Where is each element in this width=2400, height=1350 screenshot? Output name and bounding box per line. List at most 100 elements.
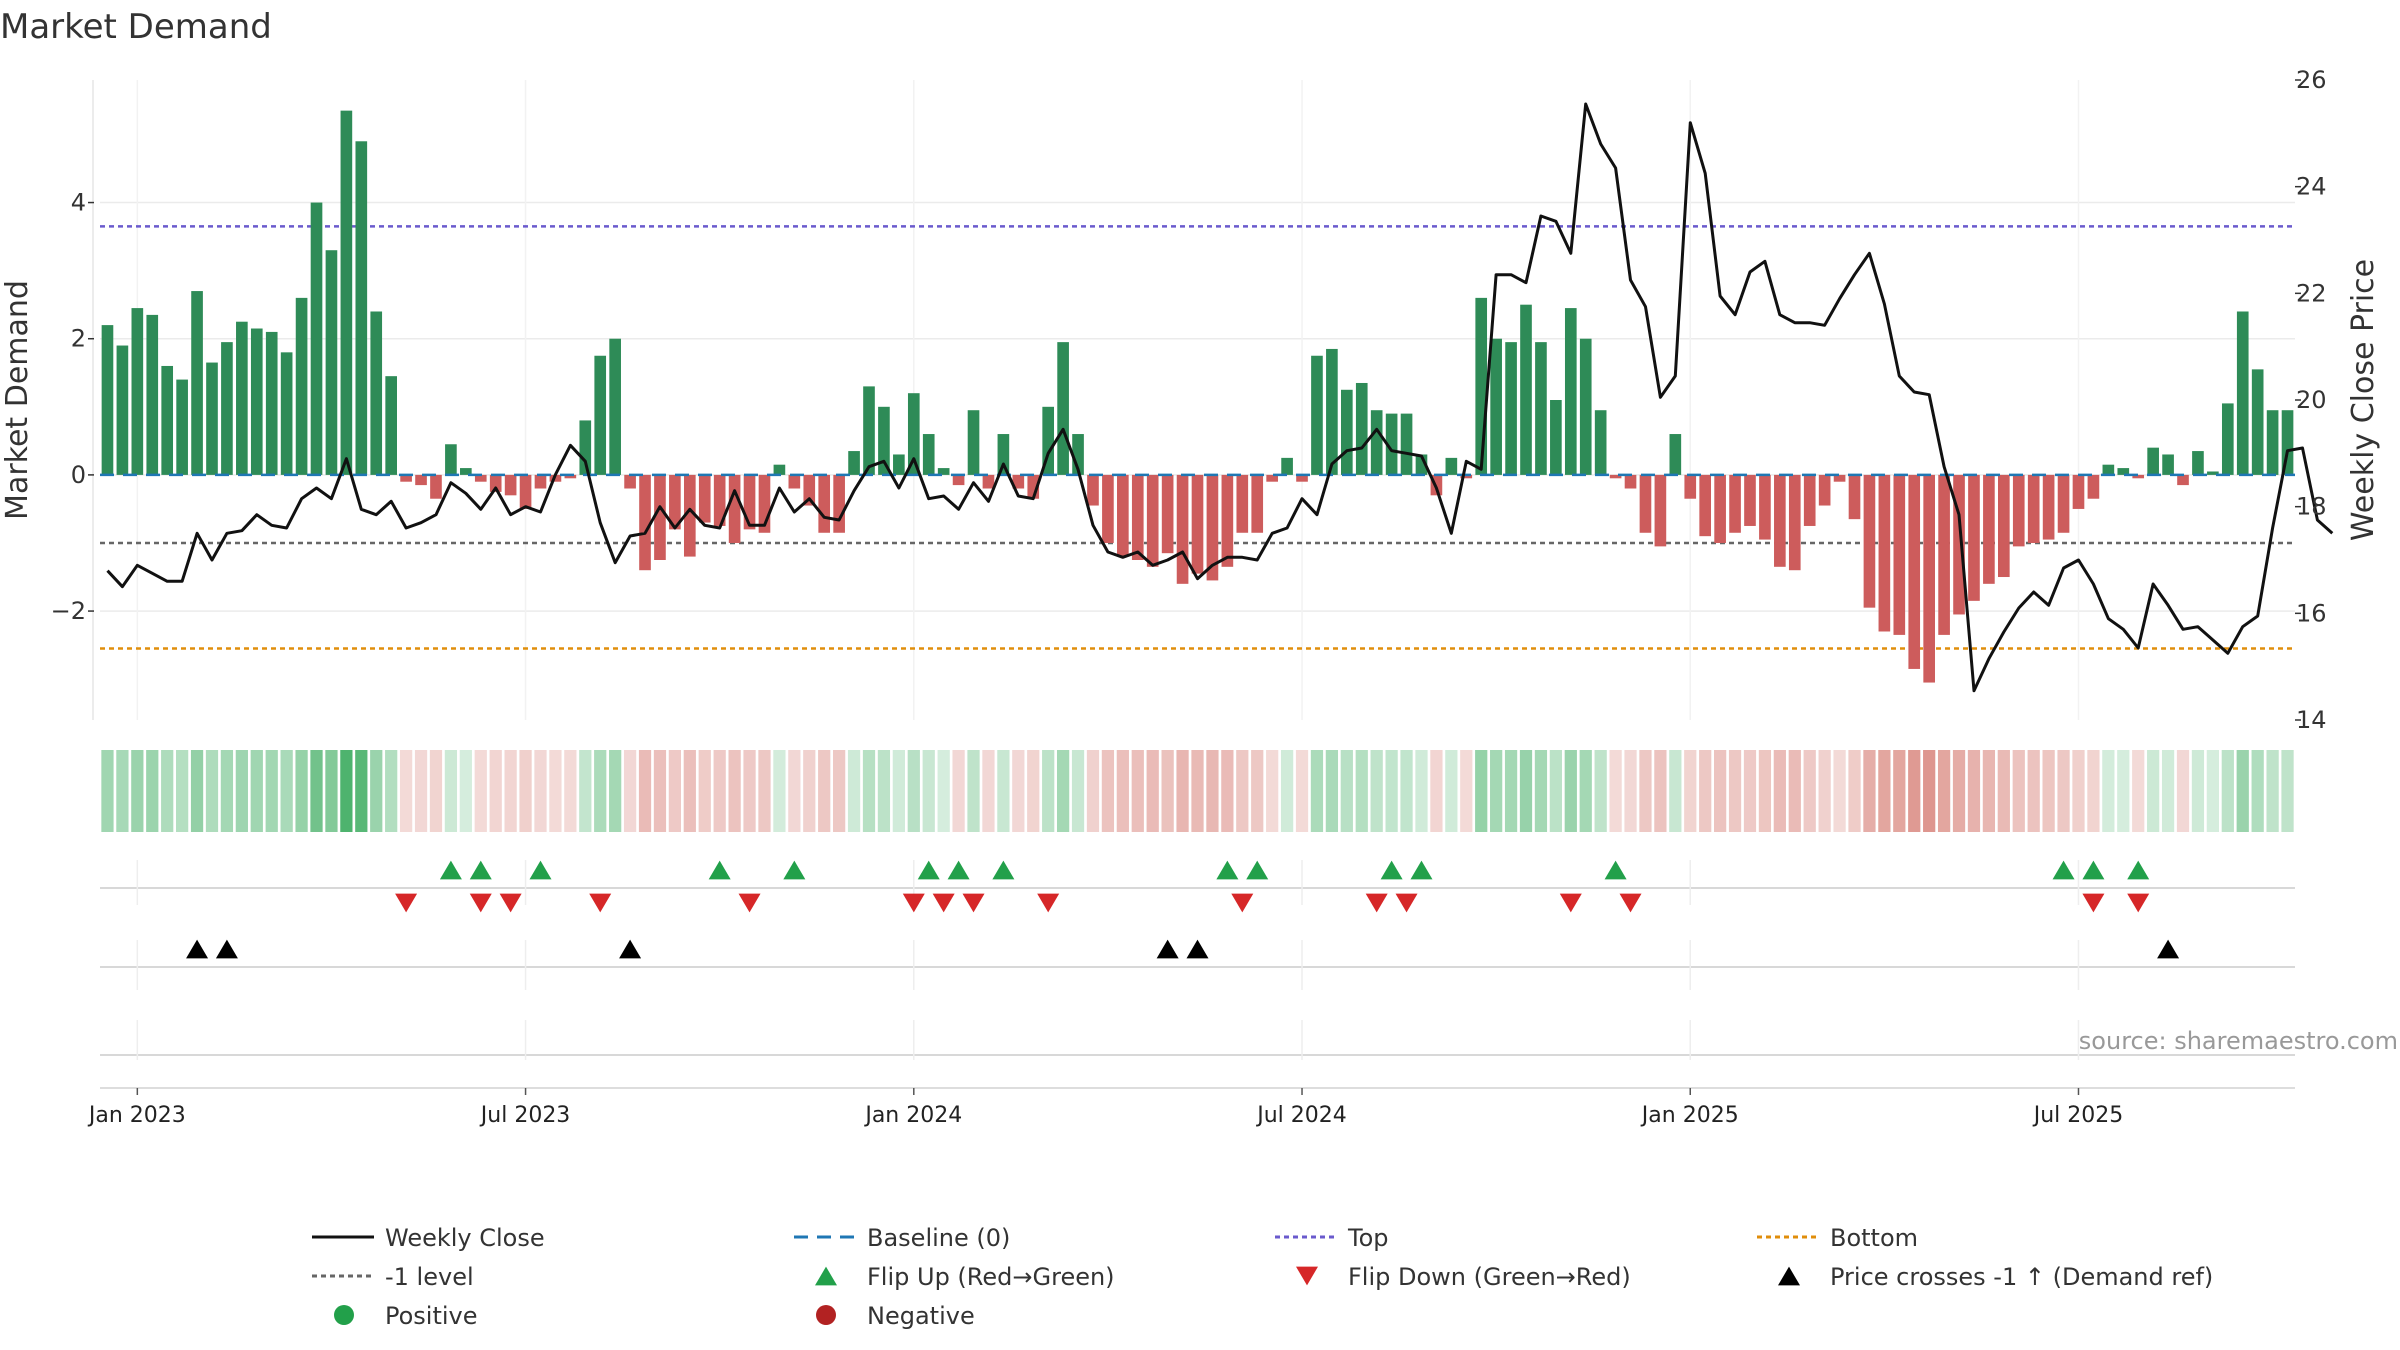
demand-bars <box>100 110 2295 683</box>
right-tick-label: 22 <box>2296 279 2327 307</box>
heat-cell <box>1504 750 1518 832</box>
legend-label: Top <box>1347 1224 1389 1252</box>
heat-cell <box>1460 750 1473 832</box>
demand-bar <box>922 434 935 475</box>
heat-cell <box>1863 750 1876 832</box>
demand-bar <box>176 379 188 475</box>
heat-cell <box>594 750 607 832</box>
flip-down-marker <box>1037 893 1060 913</box>
heat-cell <box>1937 750 1951 832</box>
demand-bar <box>1355 382 1368 475</box>
legend-item: Price crosses -1 ↑ (Demand ref) <box>1778 1263 2213 1291</box>
demand-bar <box>654 474 666 560</box>
heat-cell <box>1340 750 1353 832</box>
flip-up-marker <box>1380 860 1403 880</box>
heat-cell <box>340 750 353 832</box>
heat-cell <box>1728 750 1742 832</box>
heat-cell <box>1669 750 1682 832</box>
heat-cell <box>609 750 622 832</box>
demand-bar <box>564 474 577 479</box>
demand-bar <box>221 342 233 475</box>
demand-bar <box>1027 474 1040 499</box>
legend-item: Positive <box>334 1302 478 1330</box>
demand-bar <box>1624 474 1637 489</box>
demand-bar <box>1774 474 1786 567</box>
demand-bar <box>161 365 174 475</box>
flip-up-marker <box>2127 860 2150 880</box>
legend-item: Top <box>1275 1224 1389 1252</box>
demand-bar <box>878 406 890 475</box>
demand-bar <box>400 474 412 482</box>
demand-bar <box>1714 474 1726 543</box>
demand-bar <box>758 474 771 533</box>
demand-bar <box>669 474 681 530</box>
demand-bar <box>1729 474 1741 533</box>
demand-bar <box>2057 474 2070 533</box>
heat-cell <box>683 750 696 832</box>
heat-cell <box>1534 750 1548 832</box>
demand-bar <box>907 393 920 475</box>
heat-cell <box>698 750 711 832</box>
demand-bar <box>1938 474 1950 635</box>
demand-bar <box>1131 474 1144 560</box>
demand-bar <box>1998 474 2010 578</box>
demand-bar <box>1654 474 1667 547</box>
demand-bar <box>594 355 607 475</box>
date-tick-label: Jan 2023 <box>87 1103 186 1128</box>
heat-cell <box>1221 750 1234 832</box>
heat-cell <box>773 750 786 832</box>
flip-up-marker <box>2082 860 2105 880</box>
demand-bar <box>728 474 741 543</box>
heat-cell <box>1445 750 1458 832</box>
demand-bar <box>1609 474 1622 479</box>
heat-cell <box>459 750 472 832</box>
heat-cell <box>1833 750 1846 832</box>
source-label: source: sharemaestro.com <box>2079 1027 2398 1055</box>
heat-cell <box>907 750 920 832</box>
heat-cell <box>116 750 129 832</box>
heat-cell <box>2176 750 2190 832</box>
demand-bar <box>1490 338 1502 475</box>
demand-bar <box>639 474 651 571</box>
flip-up-marker <box>1604 860 1627 880</box>
heat-cell <box>833 750 846 832</box>
right-tick-label: 24 <box>2296 173 2327 201</box>
heat-cell <box>1923 750 1936 832</box>
demand-bar <box>1983 474 1995 584</box>
demand-bar <box>340 110 353 475</box>
demand-bar <box>1684 474 1697 499</box>
heat-cell <box>101 750 114 832</box>
demand-bar <box>848 451 860 475</box>
demand-bar <box>1161 474 1174 554</box>
demand-bar <box>1699 474 1712 537</box>
heat-cell <box>803 750 816 832</box>
demand-bar <box>325 250 338 475</box>
heat-cell <box>1042 750 1055 832</box>
demand-heat-strip <box>101 750 2294 832</box>
heat-cell <box>2027 750 2040 832</box>
demand-bar <box>2207 471 2219 475</box>
flip-up-marker <box>992 860 1015 880</box>
demand-bar <box>460 468 472 475</box>
heat-cell <box>1848 750 1861 832</box>
demand-bar <box>2102 464 2115 475</box>
demand-bar <box>1564 308 1577 475</box>
heat-cell <box>1579 750 1592 832</box>
demand-bar <box>698 474 711 523</box>
legend-label: Flip Down (Green→Red) <box>1348 1263 1631 1291</box>
heat-cell <box>2161 750 2175 832</box>
heat-cell <box>2251 750 2264 832</box>
heat-cell <box>1549 750 1562 832</box>
demand-bar <box>1296 474 1308 482</box>
flip-down-marker <box>1231 893 1254 913</box>
date-tick-label: Jan 2024 <box>863 1103 962 1128</box>
heat-cell <box>131 750 144 832</box>
weekly-close-path <box>106 102 2334 693</box>
heat-cell <box>265 750 278 832</box>
heat-cell <box>2072 750 2085 832</box>
demand-bar <box>2087 474 2100 499</box>
demand-bar <box>1550 400 1562 475</box>
flip-up-marker <box>2052 860 2075 880</box>
demand-bar <box>967 410 980 475</box>
heat-cell <box>1788 750 1801 832</box>
